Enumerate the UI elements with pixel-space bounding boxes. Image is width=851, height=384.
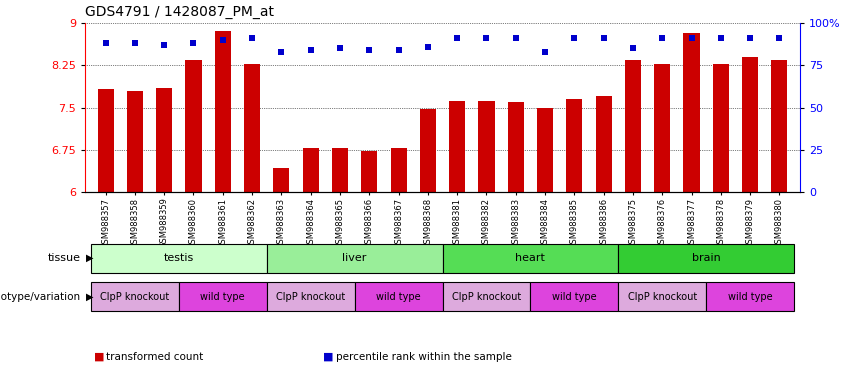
Point [655,35,669,41]
Point [714,35,728,41]
Bar [91,243,266,273]
Point [597,35,610,41]
Text: ClpP knockout: ClpP knockout [276,291,346,302]
Text: heart: heart [516,253,545,263]
Bar [443,243,619,273]
Text: ClpP knockout: ClpP knockout [452,291,521,302]
Text: genotype/variation: genotype/variation [0,291,81,302]
Text: wild type: wild type [201,291,245,302]
Text: transformed count: transformed count [106,352,203,362]
Bar [596,96,612,192]
Bar [156,88,172,192]
Text: ClpP knockout: ClpP knockout [628,291,697,302]
Point [480,35,494,41]
Bar [303,148,319,192]
Bar [713,64,729,192]
Point [626,45,640,51]
Bar [266,282,355,311]
Point [450,35,464,41]
Bar [332,148,348,192]
Bar [619,243,794,273]
Point [334,45,347,51]
Text: wild type: wild type [376,291,421,302]
Point [685,35,699,41]
Point [538,49,551,55]
Point [743,35,757,41]
Text: percentile rank within the sample: percentile rank within the sample [336,352,512,362]
Text: testis: testis [163,253,194,263]
Point [363,47,376,53]
Point [275,49,288,55]
Bar [214,31,231,192]
Bar [566,99,582,192]
Bar [361,151,377,192]
Point [157,42,171,48]
Bar [619,282,706,311]
Text: ClpP knockout: ClpP knockout [100,291,169,302]
Point [216,37,230,43]
Text: ▶: ▶ [86,291,94,302]
Bar [127,91,143,192]
Bar [91,282,179,311]
Bar [478,101,494,192]
Point [509,35,523,41]
Bar [683,33,700,192]
Point [773,35,786,41]
Bar [355,282,443,311]
Bar [266,243,443,273]
Point [186,40,200,46]
Text: ■: ■ [323,352,334,362]
Text: wild type: wild type [552,291,597,302]
Text: GDS4791 / 1428087_PM_at: GDS4791 / 1428087_PM_at [85,5,274,19]
Text: ▶: ▶ [86,253,94,263]
Bar [742,57,758,192]
Bar [625,60,641,192]
Point [245,35,259,41]
Text: liver: liver [342,253,367,263]
Bar [443,282,530,311]
Point [304,47,317,53]
Point [568,35,581,41]
Bar [420,109,436,192]
Text: wild type: wild type [728,291,773,302]
Text: brain: brain [692,253,721,263]
Bar [186,60,202,192]
Bar [391,148,407,192]
Bar [179,282,266,311]
Text: tissue: tissue [48,253,81,263]
Bar [244,64,260,192]
Bar [449,101,465,192]
Bar [530,282,619,311]
Bar [654,64,671,192]
Bar [537,108,553,192]
Bar [273,168,289,192]
Point [421,44,435,50]
Point [99,40,112,46]
Point [391,47,405,53]
Bar [706,282,794,311]
Bar [771,60,787,192]
Bar [98,89,114,192]
Point [129,40,142,46]
Text: ■: ■ [94,352,104,362]
Bar [508,102,524,192]
